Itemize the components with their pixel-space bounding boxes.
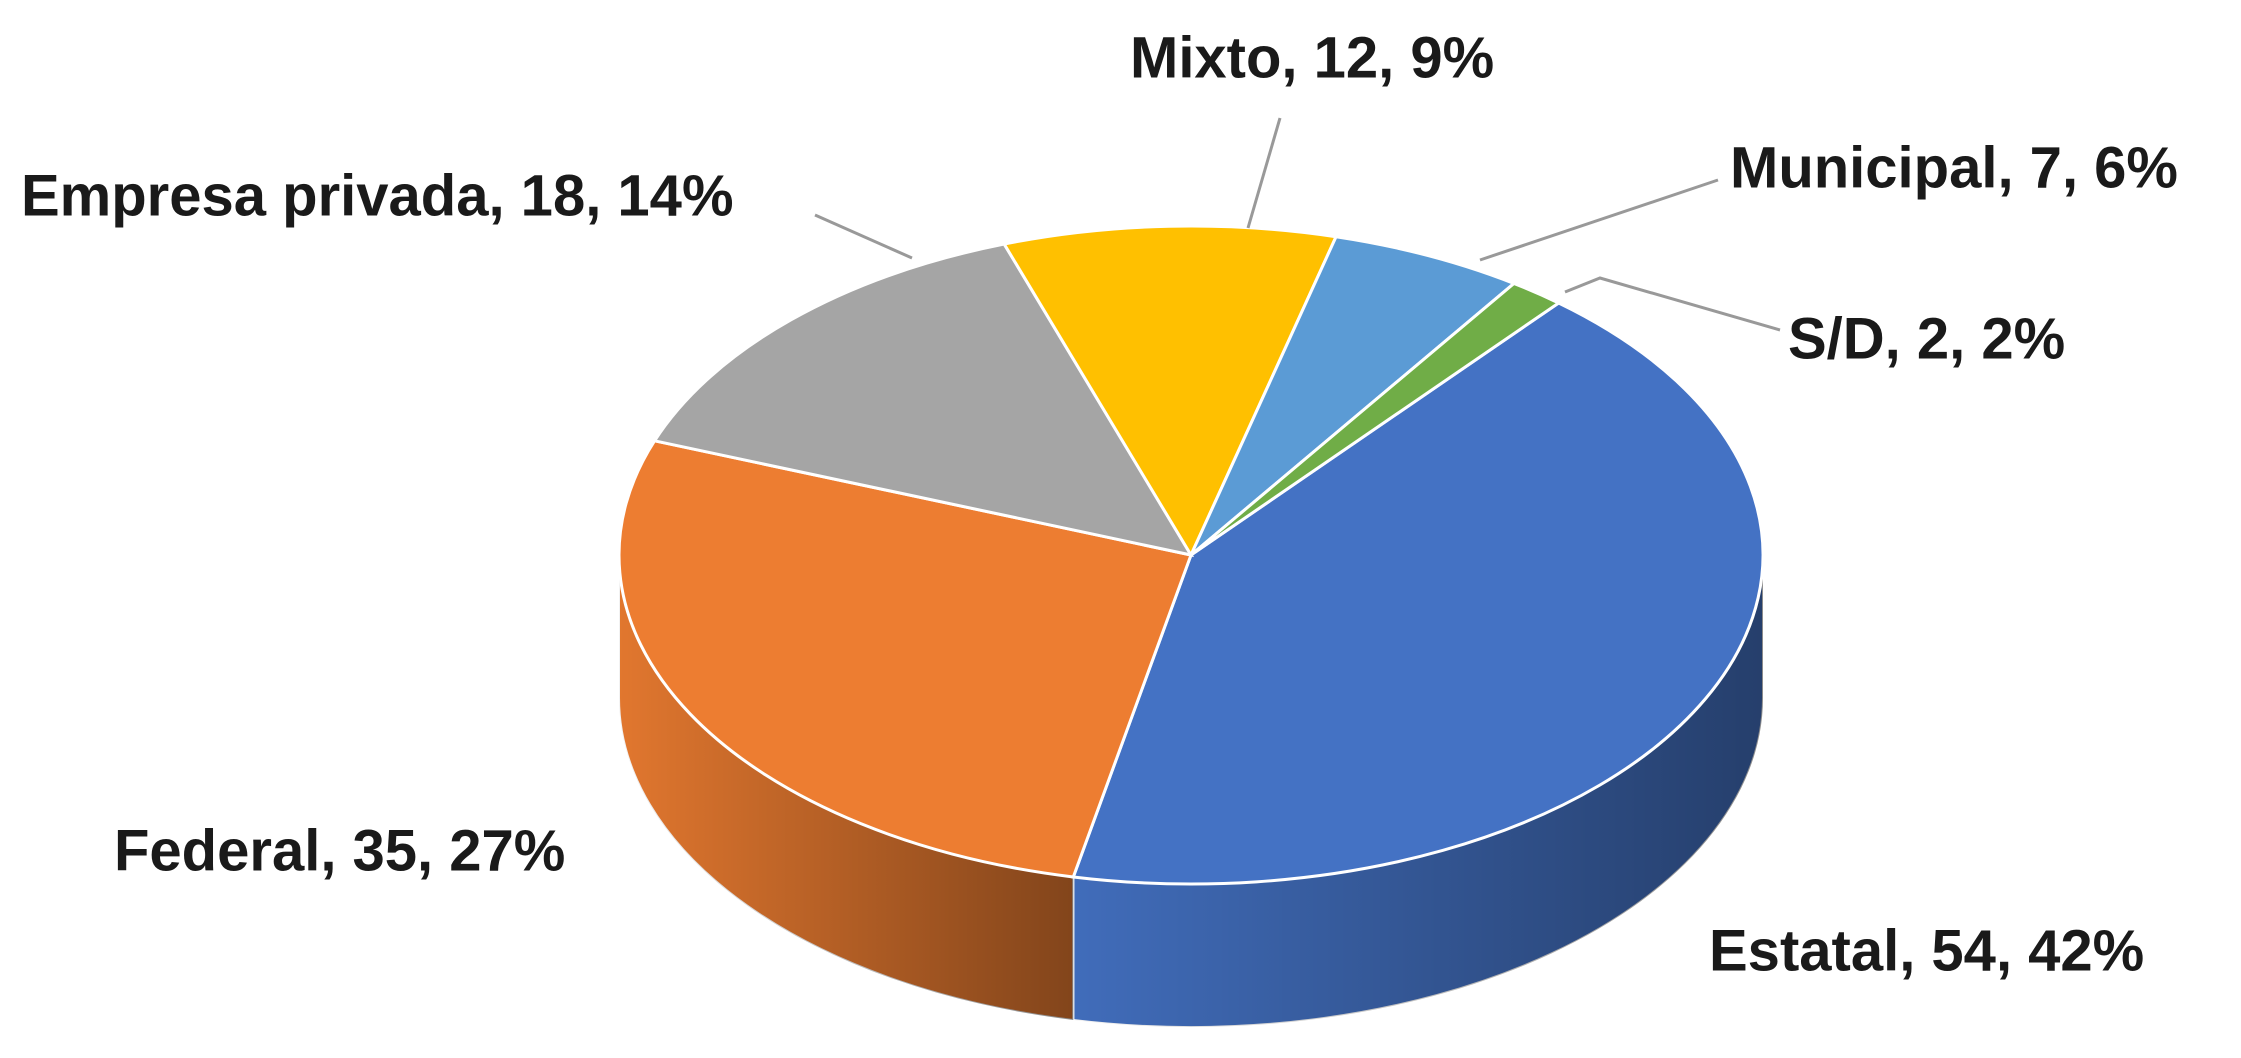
leader-line (814, 213, 913, 260)
pie-slice (652, 242, 1195, 558)
leader-line (1246, 117, 1282, 229)
pie-slice (1189, 235, 1517, 557)
pie-tops (617, 224, 1765, 886)
labels: Estatal, 54, 42% Federal, 35, 27% Empresa … (21, 25, 2178, 983)
pie-slice (617, 439, 1194, 879)
pie-side-shade (619, 555, 1074, 1020)
data-label: Empresa privada, 18, 14% (21, 163, 734, 228)
leader-line (1479, 178, 1719, 262)
data-label: Municipal, 7, 6% (1730, 135, 2178, 200)
pie-slice (1190, 281, 1562, 557)
data-label: Federal, 35, 27% (114, 818, 565, 883)
data-label: Mixto, 12, 9% (1130, 25, 1494, 90)
data-label: Estatal, 54, 42% (1709, 918, 2144, 983)
pie-slice (1071, 301, 1765, 886)
data-label: S/D, 2, 2% (1788, 306, 2065, 371)
pie-side-shade (1073, 555, 1763, 1027)
leader-line (1564, 276, 1781, 332)
pie-slice (1001, 224, 1339, 559)
